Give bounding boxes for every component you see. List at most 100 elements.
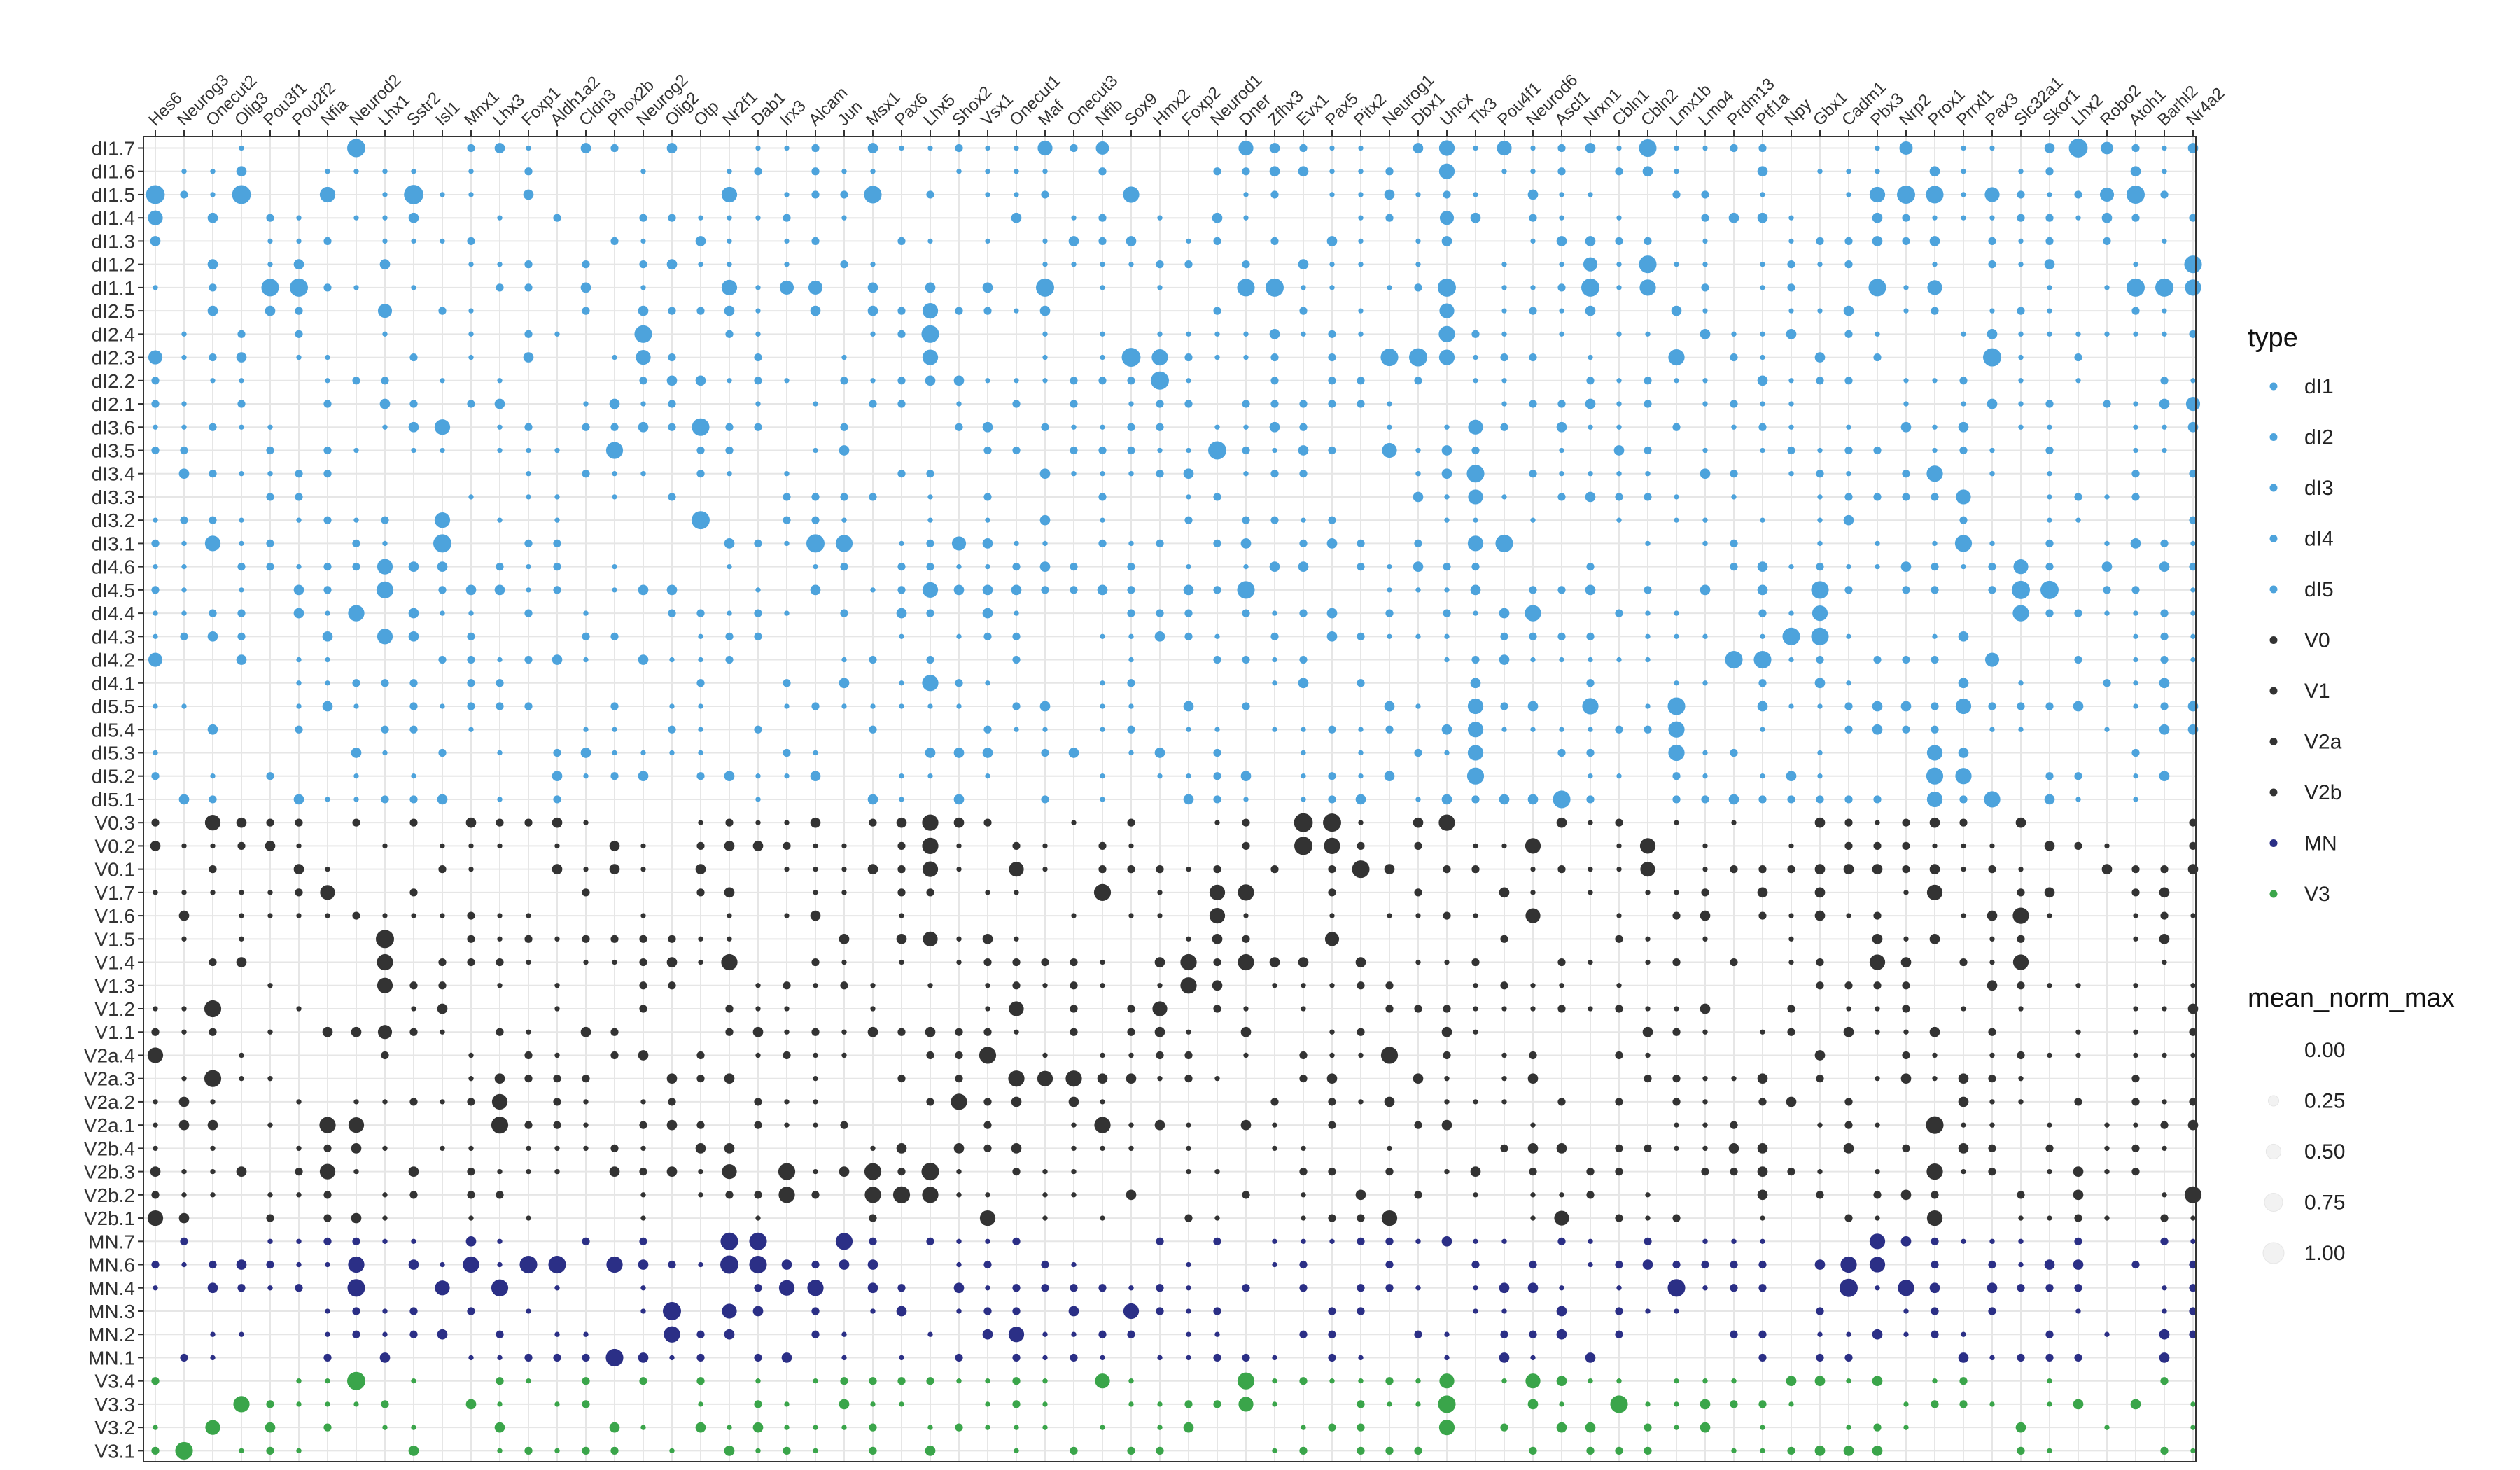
type-legend-label: MN (2304, 832, 2337, 855)
dot-dI4.4-Ptf1a (1758, 609, 1767, 617)
dot-dI2.2-Neurog2 (639, 377, 648, 385)
dot-dI3.3-Nrp2 (1902, 493, 1910, 501)
dot-V2b.1-Cadm1 (1844, 1214, 1853, 1222)
dot-V1.6-Neurog1 (1387, 913, 1392, 918)
dot-dI4.6-Dner (1243, 564, 1249, 570)
dot-dI1.4-Jun (841, 215, 847, 220)
dot-dI4.1-Lhx1 (381, 679, 389, 687)
dot-V1.1-Cadm1 (1843, 1026, 1854, 1037)
dot-V3.2-Maf (1042, 1424, 1048, 1430)
dot-MN.4-Lmx1b (1667, 1279, 1686, 1297)
dot-V0.3-Sox9 (1127, 818, 1135, 827)
dot-dI5.2-Neurod2 (354, 774, 359, 779)
dot-MN.3-Alcam (811, 1307, 820, 1315)
dot-MN.4-Hmx2 (1156, 1284, 1164, 1292)
dot-V2b.1-Foxp1 (526, 1215, 531, 1221)
dot-dI3.6-Prox1 (1932, 424, 1938, 430)
dot-dI3.1-Cbln2 (1645, 540, 1651, 547)
dot-V1.1-Foxp2 (1186, 1029, 1191, 1035)
dot-MN.1-Aldh1a2 (553, 1353, 561, 1362)
dot-dI3.4-Pax3 (1989, 471, 1995, 477)
dot-V1.2-Cadm1 (1846, 1006, 1851, 1011)
dot-dI3.4-Prdm13 (1730, 470, 1738, 478)
dot-V0.2-Cbln2 (1639, 838, 1656, 854)
dot-dI3.3-Dbx1 (1413, 491, 1424, 503)
dot-dI1.4-Neurog2 (639, 214, 648, 222)
dot-dI1.7-Barhl2 (2162, 145, 2167, 151)
dot-V1.2-Neurod6 (1530, 1006, 1536, 1011)
dot-dI3.4-Sox9 (1128, 471, 1134, 477)
dot-dI3.2-Lhx3 (497, 517, 503, 523)
dot-V1.1-Shox2 (955, 1028, 963, 1036)
dot-dI1.6-Prrxl1 (1961, 169, 1966, 174)
dot-V1.6-Lhx3 (497, 913, 503, 918)
dot-dI4.5-Lhx3 (494, 584, 505, 596)
dot-MN.7-Lhx2 (2074, 1237, 2082, 1245)
dot-dI2.2-Neurod2 (352, 377, 360, 385)
dot-dI3.4-Prox1 (1926, 465, 1943, 482)
dot-V0.2-Irx3 (783, 841, 791, 850)
type-legend-title: type (2248, 323, 2298, 353)
dot-V0.2-Onecut2 (210, 843, 216, 849)
dot-V2b.3-Atoh1 (2132, 1168, 2140, 1176)
dot-V3.2-Hes6 (153, 1424, 158, 1430)
dot-V2b.2-Otp (698, 1192, 704, 1198)
dot-dI1.3-Nr2f1 (727, 238, 732, 244)
dot-dI5.5-Irx3 (784, 704, 790, 709)
dot-MN.2-Nr2f1 (724, 1329, 735, 1340)
dot-MN.2-Cadm1 (1846, 1331, 1851, 1337)
dot-dI5.3-Lmx1b (1668, 744, 1685, 762)
dot-V0.3-Dner (1242, 818, 1250, 827)
dot-dI2.1-Hmx2 (1156, 400, 1164, 408)
dot-MN.1-Gbx1 (1816, 1353, 1824, 1362)
dot-dI4.3-Sox9 (1128, 634, 1134, 640)
dot-dI4.5-Aldh1a2 (553, 586, 561, 594)
dot-V1.5-Nr2f1 (727, 936, 732, 941)
dot-V3.4-Sstr2 (411, 1378, 416, 1384)
dot-dI2.1-Slc32a1 (2018, 401, 2024, 407)
dot-dI1.2-Maf (1042, 261, 1048, 267)
dot-dI4.4-Jun (840, 609, 848, 617)
dot-V2a.1-Neurod6 (1530, 1122, 1536, 1128)
dot-dI2.2-Nr4a2 (2190, 378, 2196, 384)
dot-V1.6-Nr2f1 (727, 913, 732, 918)
dot-V0.1-Neurod6 (1530, 866, 1536, 872)
dot-V2a.3-Pax6 (897, 1074, 906, 1083)
dot-dI3.4-Foxp2 (1183, 468, 1194, 479)
dot-V1.1-Neurog3 (181, 1029, 187, 1035)
dot-dI3.3-Olig2 (668, 493, 676, 501)
dot-dI5.4-Zfhx3 (1272, 727, 1278, 732)
dot-V0.2-Neurog3 (181, 843, 187, 849)
dot-V2b.2-Cbln2 (1645, 1192, 1651, 1198)
y-tick-label: V2b.1 (84, 1208, 135, 1229)
dot-V2b.1-Evx1 (1301, 1215, 1306, 1221)
dot-V2a.3-Evx1 (1299, 1074, 1308, 1083)
dot-dI2.3-Hes6 (148, 350, 163, 365)
dot-V1.6-Sox9 (1128, 913, 1134, 918)
dot-dI4.2-Otp (698, 657, 704, 663)
dot-dI1.6-Neurod6 (1530, 169, 1536, 174)
x-tick-label: Nrp2 (1896, 90, 1935, 130)
dot-V3.4-Hes6 (151, 1377, 160, 1385)
dot-MN.1-Shox2 (955, 1353, 963, 1362)
dot-V0.2-Cadm1 (1844, 841, 1853, 850)
dot-V3.2-Onecut2 (205, 1420, 220, 1435)
dot-V1.3-Skor1 (2047, 983, 2052, 988)
dot-dI5.5-Neurog3 (181, 704, 187, 709)
dot-dI3.5-Foxp1 (526, 447, 531, 454)
dot-V1.1-Pax3 (1988, 1028, 1996, 1036)
dot-V3.1-Nr4a2 (2190, 1448, 2196, 1454)
dot-dI1.4-Onecut2 (207, 212, 218, 223)
dot-V2a.3-Neurod6 (1527, 1073, 1539, 1084)
dot-dI4.5-Neurog3 (181, 587, 187, 593)
dot-V3.3-Neurod6 (1527, 1399, 1539, 1410)
dot-MN.7-Evx1 (1301, 1238, 1306, 1244)
dot-dI4.1-Lhx5 (922, 675, 939, 692)
dot-V3.2-Uncx (1438, 1420, 1455, 1436)
dot-dI1.1-Pax5 (1329, 285, 1335, 290)
dot-dI5.4-Pitx2 (1358, 727, 1364, 732)
dot-dI1.3-Sstr2 (411, 238, 416, 244)
dot-dI5.5-Nrxn1 (1582, 698, 1599, 715)
dot-dI1.1-Evx1 (1301, 285, 1306, 290)
dot-dI3.4-Neurog3 (178, 468, 190, 479)
